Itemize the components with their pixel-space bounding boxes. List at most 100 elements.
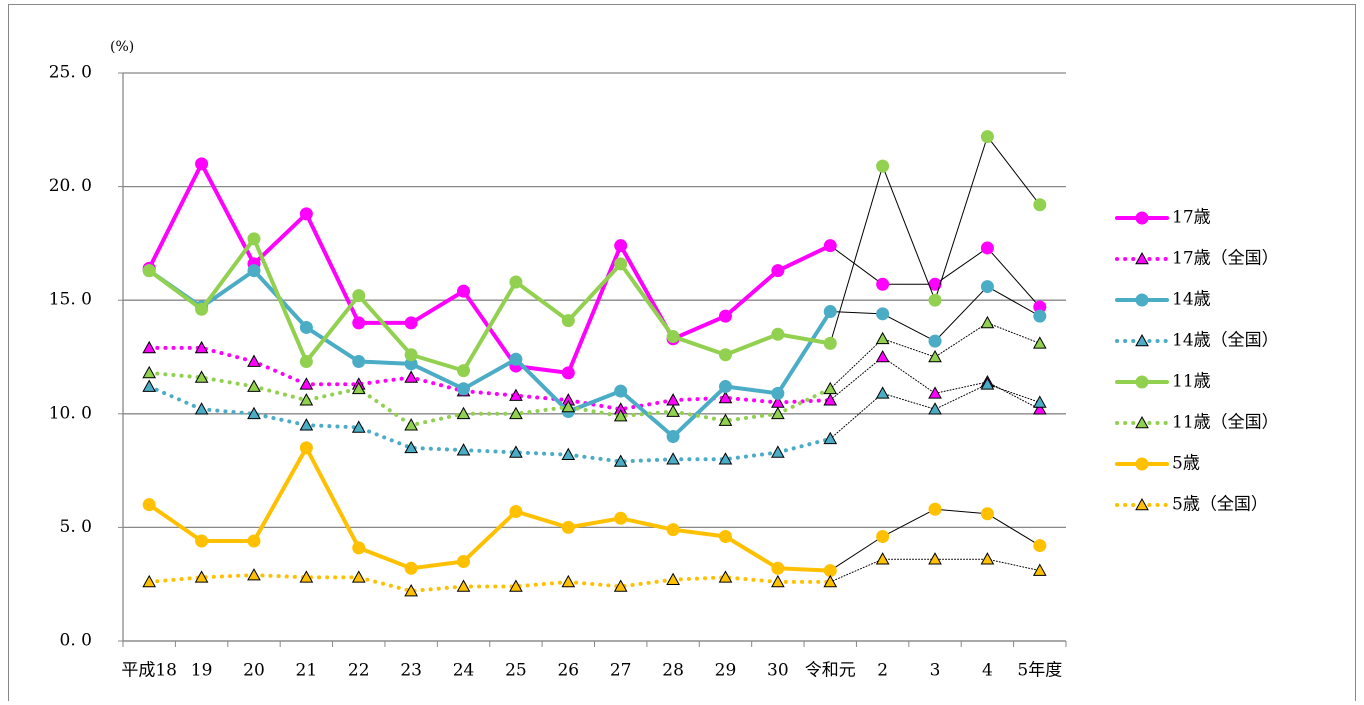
x-tick-label: 平成18 (121, 661, 177, 681)
point (613, 579, 628, 592)
series-line (147, 445, 833, 573)
legend-marker (1135, 251, 1149, 265)
point (351, 420, 366, 433)
point (771, 445, 785, 458)
x-tick-label: 令和元 (805, 661, 856, 681)
point (247, 406, 261, 420)
point (928, 293, 942, 307)
x-tick-label: 3 (930, 661, 941, 681)
point (561, 314, 575, 328)
point (352, 316, 366, 330)
series-line (147, 268, 833, 439)
point (1033, 539, 1047, 553)
point (195, 302, 209, 316)
x-tick-label: 26 (557, 661, 579, 681)
point (457, 364, 471, 378)
x-tick-label: 25 (505, 661, 527, 681)
legend-label: 5歳（全国） (1172, 495, 1268, 515)
point (142, 379, 157, 392)
point (1033, 198, 1047, 212)
x-tick-label: 21 (296, 661, 318, 681)
point (980, 377, 995, 390)
point (771, 264, 785, 278)
point (1032, 395, 1047, 408)
y-tick-label: 10. 0 (49, 403, 92, 423)
point (718, 570, 733, 583)
point (718, 413, 733, 426)
point (404, 561, 418, 575)
point (666, 572, 680, 585)
point (561, 447, 576, 460)
point (823, 393, 838, 406)
point (771, 386, 785, 400)
point (509, 275, 523, 289)
point (247, 534, 261, 548)
point (613, 409, 628, 422)
legend-label: 17歳 (1172, 208, 1211, 228)
point (928, 402, 942, 415)
point (771, 574, 785, 588)
point (823, 336, 837, 350)
point (299, 207, 313, 221)
point (351, 570, 366, 583)
chart-frame (8, 4, 1356, 705)
point (561, 366, 575, 380)
point (404, 370, 418, 383)
point (613, 454, 628, 467)
point (194, 402, 209, 415)
point (299, 377, 314, 390)
point (771, 406, 785, 420)
x-tick-label: 20 (243, 661, 265, 681)
point (194, 570, 209, 583)
point (299, 320, 313, 334)
point (771, 561, 785, 575)
point (718, 529, 732, 543)
point (823, 239, 837, 253)
point (299, 393, 314, 406)
point (875, 386, 890, 399)
point (194, 370, 209, 383)
point (142, 264, 156, 278)
point (666, 393, 680, 406)
point (299, 570, 314, 583)
y-tick-label: 0. 0 (60, 631, 92, 651)
point (142, 340, 157, 354)
point (247, 354, 261, 367)
series-line (829, 136, 1041, 344)
legend-marker (1135, 293, 1149, 307)
point (404, 348, 418, 362)
point (771, 327, 785, 341)
point (247, 568, 261, 581)
point (928, 349, 942, 363)
point (614, 239, 628, 253)
legend-marker (1135, 457, 1149, 471)
series-line (829, 356, 1041, 410)
x-tick-label: 19 (191, 661, 213, 681)
point (823, 574, 838, 588)
point (718, 309, 732, 323)
point (509, 406, 523, 420)
y-tick-label: 20. 0 (49, 176, 92, 196)
legend-marker (1135, 333, 1149, 347)
x-tick-label: 22 (348, 661, 370, 681)
point (718, 380, 732, 394)
x-tick-label: 29 (715, 661, 737, 681)
legend-label: 11歳（全国） (1172, 413, 1279, 433)
legend-marker (1135, 375, 1149, 389)
point (352, 541, 366, 555)
point (876, 529, 890, 543)
x-tick-label: 24 (453, 661, 475, 681)
legend-label: 11歳 (1172, 372, 1211, 392)
point (457, 284, 471, 298)
point (142, 365, 157, 379)
point (509, 388, 523, 401)
point (299, 418, 314, 431)
point (823, 431, 838, 445)
point (404, 316, 418, 330)
legend-label: 5歳 (1172, 454, 1200, 474)
point (457, 554, 471, 568)
legend-marker (1135, 497, 1149, 511)
series-line (147, 573, 833, 594)
point (404, 418, 418, 431)
point (928, 386, 942, 399)
